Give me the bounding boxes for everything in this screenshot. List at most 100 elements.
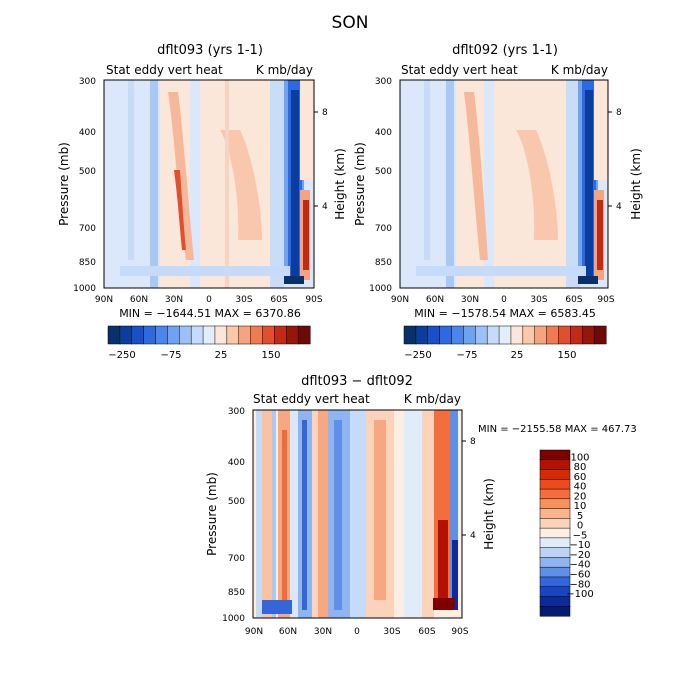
colorbar-swatch: [439, 325, 453, 345]
y-tick-label: 850: [79, 258, 96, 268]
x-tick-label: 90S: [597, 295, 614, 305]
colorbar-swatch: [510, 325, 524, 345]
colorbar-label: 80: [574, 462, 587, 473]
colorbar-swatch: [486, 325, 500, 345]
colorbar-label: −40: [569, 560, 590, 571]
colorbar-swatch: [539, 498, 571, 510]
colorbar-label: −60: [569, 570, 590, 581]
x-tick-label: 30S: [235, 295, 252, 305]
colorbar-swatch: [539, 557, 571, 568]
y-right-tick-label: 8: [616, 108, 622, 118]
colorbar-label: −80: [569, 579, 590, 590]
x-tick-label: 90N: [95, 295, 113, 305]
y-axis-label: Pressure (mb): [205, 472, 219, 556]
y-right-tick-label: 4: [616, 202, 622, 212]
colorbar-swatch: [558, 325, 571, 345]
colorbar-swatch: [202, 325, 216, 345]
colorbar-swatch: [539, 479, 571, 490]
plot-frame: [399, 79, 609, 289]
plot-frame: [103, 79, 315, 289]
colorbar-swatch: [131, 325, 145, 345]
plot-field: [104, 80, 314, 288]
colorbar-swatch: [107, 325, 121, 345]
colorbar-label: −250: [404, 350, 431, 361]
x-tick-label: 90S: [451, 627, 468, 637]
min-max-stats: MIN = −2155.58 MAX = 467.73: [478, 424, 637, 435]
colorbar: −250 −75 25 150: [107, 325, 311, 361]
x-tick-label: 0: [354, 627, 360, 637]
colorbar-label: 150: [557, 350, 576, 361]
colorbar-swatch: [539, 537, 571, 549]
y-tick-label: 500: [228, 497, 245, 507]
y-axis-left: 300 400 500 700 850 1000: [222, 407, 245, 624]
panel-dflt092: dflt092 (yrs 1-1) Stat eddy vert heat K …: [353, 43, 643, 361]
min-max-stats: MIN = −1578.54 MAX = 6583.45: [414, 307, 596, 320]
colorbar-swatch: [415, 325, 429, 345]
figure-title: SON: [332, 13, 369, 33]
colorbar-label: 25: [215, 350, 228, 361]
plot-field: [253, 410, 462, 618]
colorbar-swatch: [539, 547, 571, 558]
colorbar-swatch: [581, 325, 595, 345]
colorbar-label: 5: [577, 511, 583, 522]
x-tick-label: 30S: [383, 627, 400, 637]
y-axis-left: 300 400 500 700 850 1000: [73, 77, 96, 294]
y-tick-label: 1000: [222, 614, 245, 624]
x-tick-label: 30N: [165, 295, 183, 305]
y-axis-right: 8 4: [608, 108, 622, 212]
y-tick-label: 500: [375, 167, 392, 177]
panel-subtitle-right: K mb/day: [551, 63, 608, 77]
colorbar-label: −10: [569, 540, 590, 551]
colorbar-swatch: [498, 325, 512, 345]
colorbar-label: 150: [261, 350, 280, 361]
colorbar-label: 60: [574, 472, 587, 483]
panel-title: dflt092 (yrs 1-1): [452, 43, 558, 58]
y-tick-label: 300: [228, 407, 245, 417]
panel-difference: dflt093 − dflt092 Stat eddy vert heat K …: [205, 374, 637, 637]
y-right-axis-label: Height (km): [333, 148, 347, 219]
colorbar-swatch: [463, 325, 476, 345]
colorbar-label: −75: [160, 350, 181, 361]
x-tick-label: 60N: [130, 295, 148, 305]
colorbar-swatch: [539, 576, 571, 588]
colorbar-label: −250: [108, 350, 135, 361]
y-tick-label: 700: [375, 224, 392, 234]
x-tick-label: 60S: [270, 295, 287, 305]
colorbar-label: 40: [574, 482, 587, 493]
colorbar-swatch: [143, 325, 157, 345]
colorbar-swatch: [546, 325, 560, 345]
plot-frame: [252, 409, 463, 619]
colorbar-swatch: [522, 325, 536, 345]
x-tick-label: 60S: [565, 295, 582, 305]
y-axis-label: Pressure (mb): [353, 142, 367, 226]
x-tick-label: 60N: [279, 627, 297, 637]
y-axis-left: 300 400 500 700 850 1000: [369, 77, 392, 294]
colorbar-swatch: [190, 325, 204, 345]
y-tick-label: 700: [228, 554, 245, 564]
colorbar-swatch: [155, 325, 168, 345]
y-right-tick-label: 8: [322, 108, 328, 118]
colorbar-swatch: [534, 325, 548, 345]
x-tick-label: 30N: [314, 627, 332, 637]
y-tick-label: 300: [79, 77, 96, 87]
colorbar-swatch: [475, 325, 488, 345]
colorbar-swatch: [539, 566, 571, 578]
x-tick-label: 0: [501, 295, 507, 305]
y-right-axis-label: Height (km): [482, 478, 496, 549]
colorbar-label: 20: [574, 491, 587, 502]
x-tick-label: 90N: [245, 627, 263, 637]
colorbar-label: 0: [577, 521, 583, 532]
x-axis: 90N 60N 30N 0 30S 60S 90S: [245, 627, 469, 637]
colorbar-swatch: [238, 325, 252, 345]
plot-field: [400, 80, 608, 288]
y-tick-label: 400: [228, 458, 245, 468]
y-right-tick-label: 4: [322, 202, 328, 212]
colorbar-swatch: [539, 518, 571, 529]
colorbar-swatch: [262, 325, 275, 345]
colorbar-label: −5: [573, 530, 588, 541]
colorbar-swatch: [593, 325, 607, 345]
colorbar-swatch: [427, 325, 441, 345]
colorbar-swatch: [179, 325, 192, 345]
colorbar-swatch: [539, 459, 571, 471]
